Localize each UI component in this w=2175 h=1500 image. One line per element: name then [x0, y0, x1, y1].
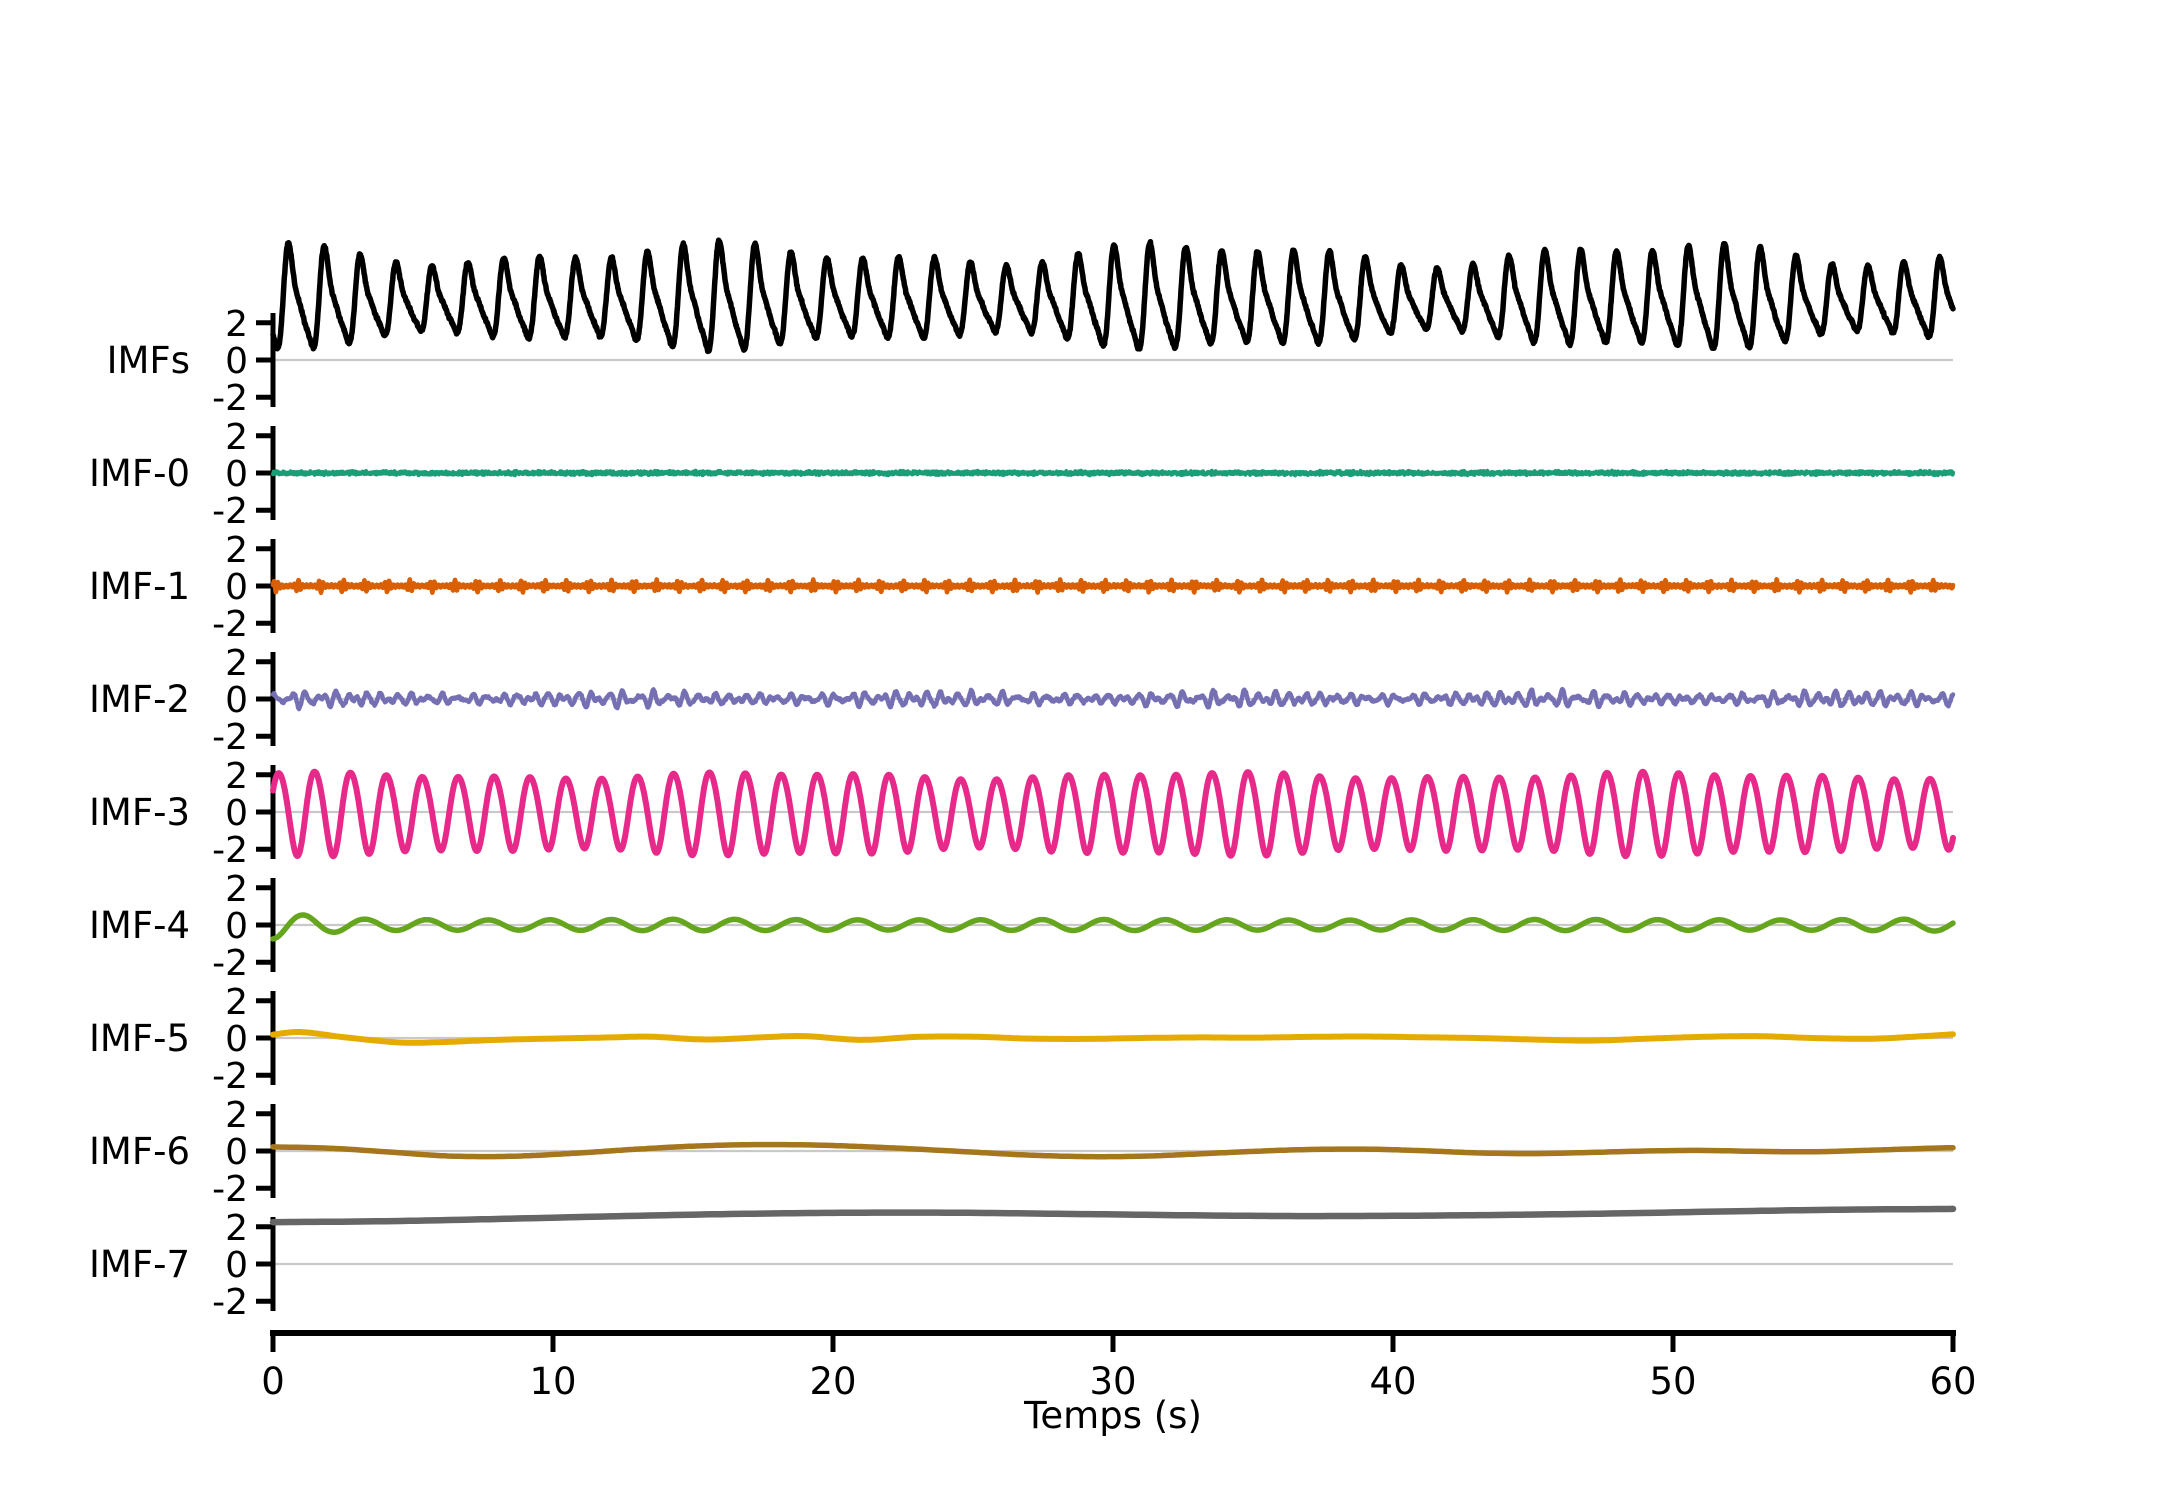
series-line-imf-5 — [270, 1029, 1956, 1046]
y-tick-label: 2 — [225, 982, 248, 1023]
y-tick-label: 0 — [225, 454, 248, 495]
series-line-imf-4 — [270, 912, 1956, 942]
y-tick-label: -2 — [212, 1056, 248, 1097]
y-tick-label: 2 — [225, 304, 248, 345]
row-imf-7: 20-2 IMF-7 — [89, 1205, 1957, 1323]
series-line-imf-3 — [270, 768, 1956, 860]
series-line-imf-7 — [269, 1205, 1957, 1226]
y-tick-label: -2 — [212, 717, 248, 758]
y-tick-label: 2 — [225, 1208, 248, 1249]
row-imf-1: 20-2 IMF-1 — [89, 530, 1956, 645]
y-tick-label: -2 — [212, 378, 248, 419]
row-imf-6: 20-2 IMF-6 — [89, 1095, 1956, 1210]
y-tick-label: -2 — [212, 1282, 248, 1323]
series-line-imfs — [270, 237, 1956, 355]
row-label-imf-3: IMF-3 — [89, 791, 190, 834]
row-label-imf-2: IMF-2 — [89, 678, 190, 721]
row-label-imf-4: IMF-4 — [89, 904, 190, 947]
series-line-imf-6 — [270, 1141, 1956, 1160]
row-label-imf-1: IMF-1 — [89, 565, 190, 608]
x-tick-label: 60 — [1929, 1360, 1976, 1403]
row-label-imf-5: IMF-5 — [89, 1017, 190, 1060]
row-imf-2: 20-2 IMF-2 — [89, 643, 1956, 758]
y-tick-label: 2 — [225, 530, 248, 571]
y-tick-label: 0 — [225, 1132, 248, 1173]
y-tick-label: -2 — [212, 1169, 248, 1210]
x-tick-label: 30 — [1089, 1360, 1136, 1403]
x-tick-label: 40 — [1369, 1360, 1416, 1403]
row-imf-5: 20-2 IMF-5 — [89, 982, 1956, 1097]
series-line-imf-1 — [270, 577, 1956, 596]
x-tick-label: 0 — [261, 1360, 285, 1403]
x-tick-label: 50 — [1649, 1360, 1696, 1403]
y-tick-label: 0 — [225, 906, 248, 947]
row-label-imf-7: IMF-7 — [89, 1243, 190, 1286]
row-imf-3: 20-2 IMF-3 — [89, 756, 1956, 871]
y-tick-label: -2 — [212, 604, 248, 645]
row-label-imf-0: IMF-0 — [89, 452, 190, 495]
y-tick-label: 2 — [225, 643, 248, 684]
y-tick-label: 2 — [225, 1095, 248, 1136]
y-tick-label: -2 — [212, 830, 248, 871]
y-tick-label: -2 — [212, 491, 248, 532]
row-label-imfs: IMFs — [107, 339, 190, 382]
series-line-imf-0 — [271, 468, 1955, 478]
x-tick-label: 20 — [809, 1360, 856, 1403]
x-tick-label: 10 — [529, 1360, 576, 1403]
y-tick-label: 2 — [225, 417, 248, 458]
row-imf-0: 20-2 IMF-0 — [89, 417, 1955, 532]
row-imf-4: 20-2 IMF-4 — [89, 869, 1956, 984]
x-axis: 0 10 20 30 40 50 60 Temps (s) — [261, 1330, 1977, 1437]
y-tick-label: 0 — [225, 1019, 248, 1060]
y-tick-label: 0 — [225, 793, 248, 834]
y-tick-label: 0 — [225, 567, 248, 608]
y-tick-label: 2 — [225, 756, 248, 797]
y-tick-label: 2 — [225, 869, 248, 910]
y-tick-label: 0 — [225, 680, 248, 721]
y-tick-label: 0 — [225, 341, 248, 382]
y-tick-label: 0 — [225, 1245, 248, 1286]
x-axis-label: Temps (s) — [1023, 1394, 1202, 1437]
y-tick-label: -2 — [212, 943, 248, 984]
series-line-imf-2 — [270, 686, 1956, 712]
row-imfs: 20-2 IMFs — [107, 237, 1956, 419]
row-label-imf-6: IMF-6 — [89, 1130, 190, 1173]
